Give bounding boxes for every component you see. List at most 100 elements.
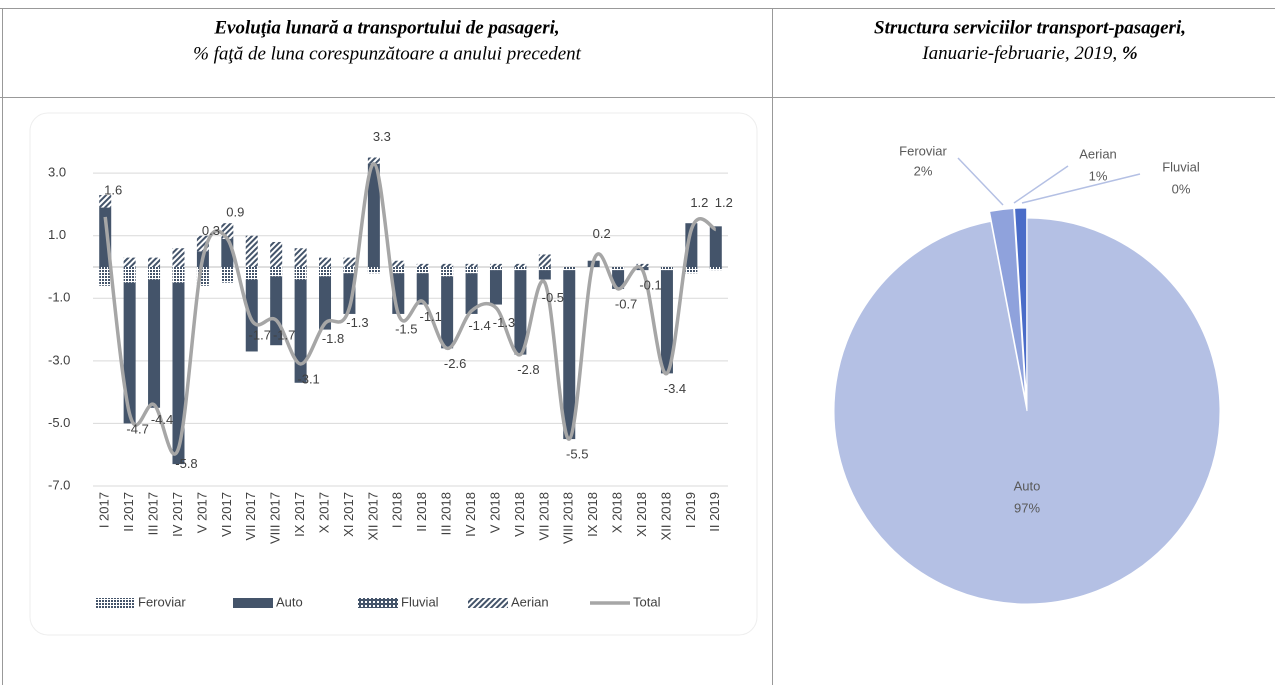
bar-segment: [416, 267, 429, 274]
pie-title: Structura serviciilor transport-pasageri…: [874, 17, 1186, 38]
data-label: -1.7: [249, 328, 271, 343]
bar-segment: [294, 248, 307, 267]
legend-swatch: [233, 598, 273, 608]
x-tick-label: I 2018: [390, 492, 405, 528]
x-tick-label: VII 2017: [243, 492, 258, 540]
legend-swatch: [468, 598, 508, 608]
bar-segment: [245, 235, 258, 267]
pie-value-label: 0%: [1172, 181, 1191, 196]
bar-segment: [538, 254, 551, 267]
bar-segment: [392, 267, 405, 274]
legend-label: Total: [633, 594, 661, 609]
leader-line: [1021, 173, 1141, 204]
data-label: -1.3: [346, 315, 368, 330]
chart-frame: [29, 112, 758, 636]
y-tick-label: 3.0: [48, 165, 66, 180]
bar-segment: [172, 248, 185, 267]
pie-value-label: 2%: [914, 163, 933, 178]
y-tick-label: -3.0: [48, 352, 70, 367]
pie-label: Feroviar: [899, 143, 947, 158]
bar-segment: [148, 267, 161, 280]
table-frame: [0, 8, 1275, 685]
y-tick-label: 1.0: [48, 227, 66, 242]
bar-segment: [294, 267, 307, 280]
data-label: -0.7: [615, 296, 637, 311]
data-label: -1.1: [420, 309, 442, 324]
bar-segment: [489, 263, 502, 267]
data-label: -5.8: [175, 456, 197, 471]
data-label: -2.6: [444, 356, 466, 371]
pie-label: Auto: [1014, 478, 1041, 493]
bar-segment: [538, 267, 551, 271]
data-label: -4.4: [151, 412, 173, 427]
data-label: -2.8: [517, 362, 539, 377]
bar-segment: [270, 267, 283, 277]
x-tick-label: IX 2017: [292, 492, 307, 537]
bar-segment: [441, 263, 454, 267]
bar-segment: [465, 267, 478, 274]
data-label: 1.6: [104, 182, 122, 197]
bar-segment: [636, 263, 649, 267]
bar-segment: [367, 157, 380, 164]
y-tick-label: -1.0: [48, 290, 70, 305]
x-tick-label: VII 2018: [536, 492, 551, 540]
chart-title: Evoluţia lunară a transportului de pasag…: [213, 17, 559, 38]
x-tick-label: II 2018: [414, 492, 429, 532]
leader-line: [1013, 165, 1069, 204]
x-tick-label: X 2017: [316, 492, 331, 533]
legend-swatch: [358, 598, 398, 608]
legend-label: Fluvial: [401, 594, 439, 609]
data-label: -5.5: [566, 447, 588, 462]
bar-segment: [514, 263, 527, 267]
x-tick-label: I 2019: [683, 492, 698, 528]
x-tick-label: X 2018: [610, 492, 625, 533]
legend-label: Aerian: [511, 594, 549, 609]
x-tick-label: II 2017: [121, 492, 136, 532]
pie-unit: %: [1122, 43, 1138, 64]
data-label: 0.3: [202, 223, 220, 238]
bar-segment: [367, 267, 380, 274]
bar-segment: [123, 282, 136, 424]
bar-segment: [245, 267, 258, 280]
bar-segment: [343, 257, 356, 267]
data-label: -4.7: [126, 421, 148, 436]
x-tick-label: VI 2018: [512, 492, 527, 537]
bar-segment: [465, 273, 478, 314]
bar-segment: [343, 267, 356, 274]
data-label: -1.4: [468, 318, 490, 333]
bar-segment: [392, 260, 405, 267]
pie-subtitle-text: Ianuarie-februarie, 2019,: [921, 43, 1117, 64]
bar-segment: [563, 270, 576, 440]
y-tick-label: -5.0: [48, 415, 70, 430]
x-tick-label: XI 2017: [341, 492, 356, 537]
data-label: 1.2: [715, 195, 733, 210]
bar-segment: [489, 270, 502, 305]
data-label: -1.3: [493, 315, 515, 330]
data-label: 1.2: [690, 195, 708, 210]
x-tick-label: III 2017: [145, 492, 160, 535]
pie-value-label: 97%: [1014, 500, 1040, 515]
legend-swatch: [95, 598, 135, 608]
bar-segment: [538, 270, 551, 280]
x-tick-label: V 2017: [194, 492, 209, 533]
bar-segment: [416, 273, 429, 305]
bar-segment: [319, 276, 332, 330]
leader-line: [957, 157, 1004, 206]
bar-segment: [367, 163, 380, 267]
bar-segment: [319, 267, 332, 277]
chart-subtitle: % faţă de luna corespunzătoare a anului …: [193, 43, 582, 64]
data-label: -0.1: [639, 278, 661, 293]
bar-segment: [441, 276, 454, 349]
bar-segment: [441, 267, 454, 277]
x-tick-label: IV 2017: [170, 492, 185, 537]
pie-slice: [988, 207, 1027, 402]
bar-segment: [660, 267, 673, 271]
pie-label: Aerian: [1079, 146, 1117, 161]
bar-segment: [489, 267, 502, 271]
legend-label: Feroviar: [138, 594, 186, 609]
data-label: -1.8: [322, 331, 344, 346]
bar-segment: [245, 279, 258, 352]
bar-segment: [123, 267, 136, 283]
x-tick-label: I 2017: [97, 492, 112, 528]
